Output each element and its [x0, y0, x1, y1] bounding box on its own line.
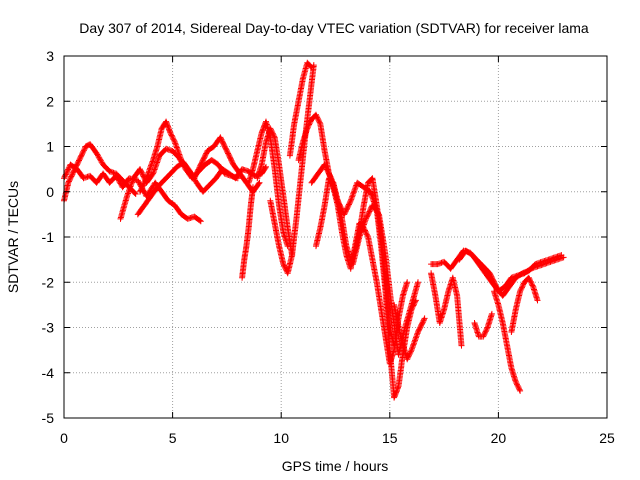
data-track	[456, 247, 567, 295]
data-track	[428, 270, 465, 349]
data-point-markers	[254, 125, 296, 259]
chart-title: Day 307 of 2014, Sidereal Day-to-day VTE…	[79, 20, 589, 36]
x-tick-label: 20	[491, 430, 507, 446]
y-tick-label: 0	[46, 184, 54, 200]
data-point-markers	[286, 59, 315, 159]
x-tick-label: 5	[169, 430, 177, 446]
data-track	[286, 59, 315, 159]
data-point-markers	[491, 288, 524, 394]
data-point-markers	[239, 184, 256, 281]
data-point-markers	[508, 274, 541, 335]
data-track	[391, 301, 428, 363]
data-point-markers	[471, 310, 495, 340]
grid-lines	[64, 56, 607, 418]
data-track	[508, 274, 541, 335]
y-tick-label: -1	[42, 229, 55, 245]
y-tick-label: 1	[46, 139, 54, 155]
x-tick-label: 10	[273, 430, 289, 446]
x-tick-label: 15	[382, 430, 398, 446]
data-point-markers	[245, 118, 291, 250]
data-point-markers	[391, 301, 428, 363]
y-axis-label: SDTVAR / TECUs	[5, 181, 21, 293]
data-point-markers	[428, 270, 465, 349]
axis-ticks: 0 5 10 15 20 25 -5 -4 -3 -2 -1 0 1 2 3	[42, 48, 615, 446]
data-track	[254, 125, 296, 259]
data-track	[239, 184, 256, 281]
data-point-markers	[456, 247, 567, 295]
y-tick-label: -2	[42, 274, 55, 290]
data-points	[61, 59, 567, 401]
x-tick-label: 25	[599, 430, 615, 446]
x-axis-label: GPS time / hours	[282, 458, 389, 474]
y-tick-label: 3	[46, 48, 54, 64]
x-tick-label: 0	[60, 430, 68, 446]
y-tick-label: -3	[42, 320, 55, 336]
data-track	[245, 118, 291, 250]
y-tick-label: -4	[42, 365, 55, 381]
y-tick-label: 2	[46, 93, 54, 109]
data-track	[471, 310, 495, 340]
y-tick-label: -5	[42, 410, 55, 426]
data-track	[491, 288, 524, 394]
